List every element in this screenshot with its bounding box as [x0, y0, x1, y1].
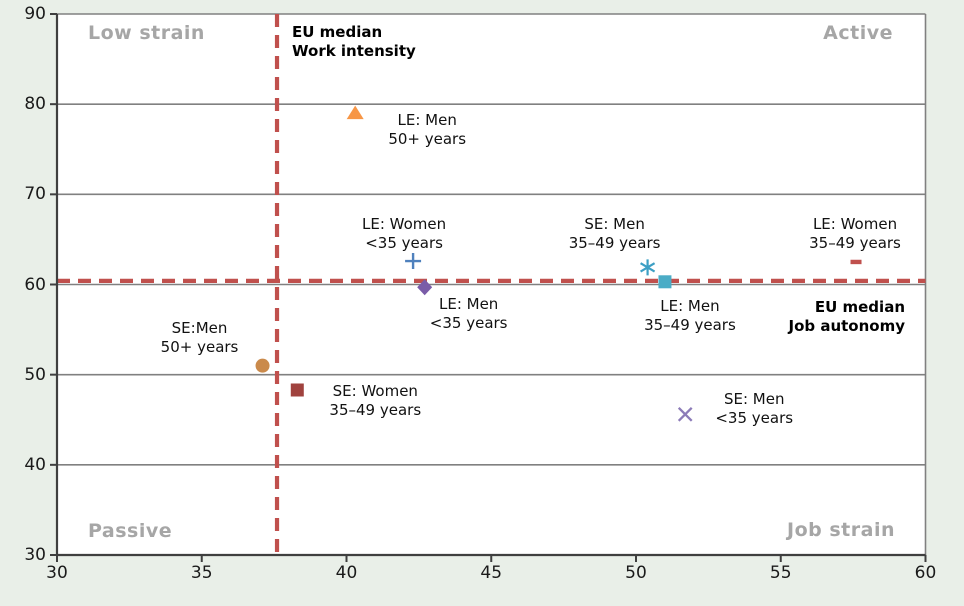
- point-label: SE: Men <35 years: [659, 390, 849, 428]
- y-tick-label: 40: [24, 454, 46, 475]
- median-label-line: Job autonomy: [788, 317, 905, 335]
- point-label: LE: Women 35–49 years: [760, 215, 950, 253]
- point-label-line: 50+ years: [388, 130, 467, 149]
- y-tick-label: 30: [24, 545, 46, 565]
- point-label-line: LE: Men: [438, 295, 499, 314]
- point-label-line: 35–49 years: [644, 315, 736, 334]
- point-label-line: 35–49 years: [568, 234, 661, 253]
- point-label-line: LE: Women: [812, 214, 898, 233]
- x-tick-label: 40: [335, 563, 358, 583]
- x-tick-label: 50: [625, 563, 647, 583]
- point-label-line: <35 years: [429, 314, 508, 333]
- dash-marker: [850, 259, 862, 265]
- median-label-job-autonomy: EU median Job autonomy: [788, 298, 905, 336]
- median-label-line: Work intensity: [292, 42, 416, 60]
- median-label-line: EU median: [292, 23, 383, 41]
- point-label-line: SE:Men: [171, 318, 228, 337]
- x-tick-label: 55: [769, 563, 792, 583]
- point-label: SE: Women 35–49 years: [280, 382, 470, 420]
- point-label-line: LE: Men: [660, 296, 720, 315]
- quadrant-label-low-strain: Low strain: [88, 22, 205, 44]
- y-tick-label: 80: [24, 94, 46, 115]
- median-label-work-intensity: EU median Work intensity: [292, 23, 416, 61]
- quadrant-label-job-strain: Job strain: [787, 519, 895, 541]
- asterisk-marker: [640, 259, 656, 276]
- median-label-line: EU median: [814, 298, 905, 316]
- x-marker: [677, 407, 693, 422]
- point-label-line: <35 years: [365, 234, 443, 253]
- y-tick-label: 70: [24, 184, 46, 205]
- point-label: LE: Men 35–49 years: [595, 297, 785, 335]
- point-label-line: LE: Women: [362, 215, 447, 234]
- square-marker: [658, 275, 672, 289]
- point-label-line: LE: Men: [397, 111, 457, 130]
- point-label: SE: Men 35–49 years: [520, 215, 710, 253]
- triangle-marker: [346, 105, 364, 120]
- point-label-line: SE: Men: [723, 390, 785, 409]
- quadrant-label-active: Active: [823, 22, 893, 44]
- x-tick-label: 45: [480, 563, 503, 583]
- y-tick-label: 90: [24, 4, 46, 24]
- point-label-line: 35–49 years: [329, 400, 422, 419]
- point-label: SE:Men 50+ years: [105, 319, 295, 357]
- quadrant-label-passive: Passive: [88, 520, 173, 542]
- y-tick-label: 50: [24, 364, 46, 385]
- point-label: LE: Men <35 years: [374, 295, 564, 333]
- x-tick-label: 30: [46, 563, 68, 583]
- point-label: LE: Women <35 years: [309, 215, 499, 253]
- point-label-line: SE: Men: [584, 215, 645, 234]
- x-tick-label: 35: [190, 563, 213, 583]
- point-label: LE: Men 50+ years: [332, 111, 522, 149]
- y-tick-label: 60: [24, 274, 46, 295]
- point-label-line: <35 years: [715, 409, 794, 428]
- square-marker: [290, 383, 304, 397]
- circle-marker: [255, 358, 270, 373]
- point-label-line: SE: Women: [332, 381, 418, 400]
- plus-marker: [405, 253, 422, 270]
- point-label-line: 35–49 years: [809, 233, 901, 252]
- diamond-marker: [417, 279, 433, 296]
- x-tick-label: 60: [914, 563, 937, 583]
- point-label-line: 50+ years: [160, 337, 239, 356]
